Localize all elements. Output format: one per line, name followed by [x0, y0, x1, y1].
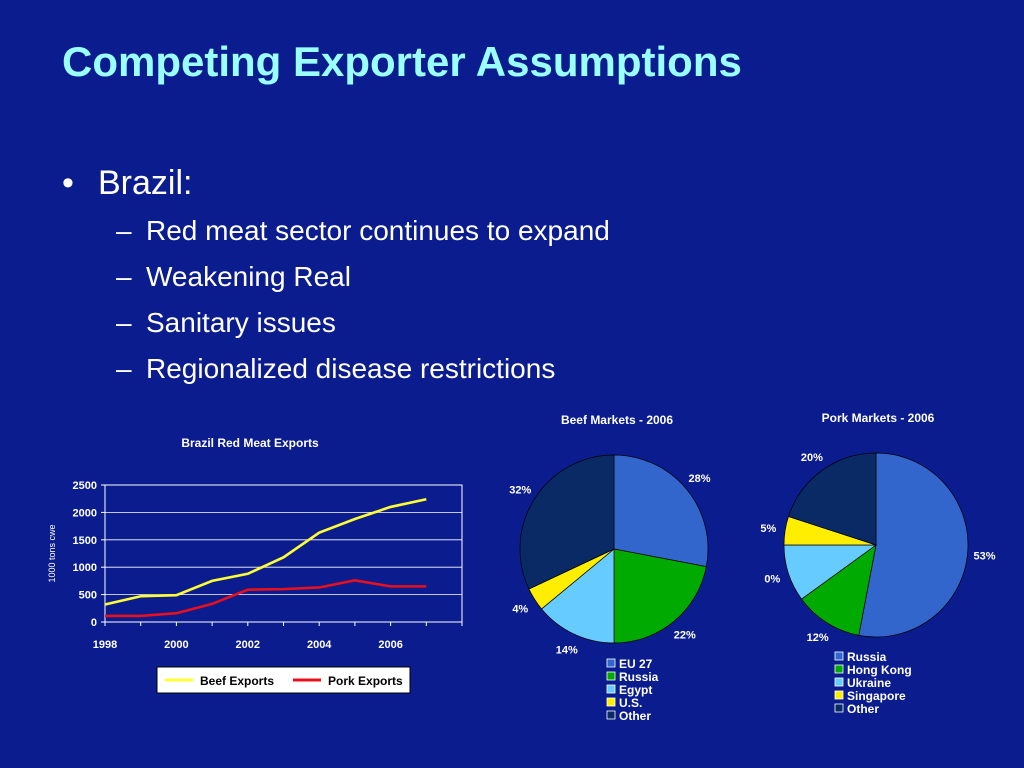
bullet-dot: • [62, 163, 74, 202]
series-line [104, 497, 427, 606]
pie-slice [801, 544, 877, 636]
legend-label: EU 27 [619, 657, 653, 671]
slice-label: 0% [764, 574, 780, 586]
slice-label: 20% [801, 452, 823, 464]
legend-swatch [606, 658, 616, 668]
slice-label: 5% [760, 523, 776, 535]
slice-label: 53% [974, 550, 996, 562]
legend-label: Ukraine [847, 676, 891, 690]
pie-slice [613, 454, 709, 568]
y-tick-label: 2000 [73, 507, 97, 519]
legend-label: Russia [847, 650, 887, 664]
legend-swatch [606, 671, 616, 681]
legend-label: U.S. [619, 696, 642, 710]
sub-bullet: – Sanitary issues [116, 307, 336, 338]
series-line [105, 579, 427, 618]
x-tick-label: 1998 [93, 639, 117, 651]
sub-bullet: – Red meat sector continues to expand [116, 215, 610, 246]
sub-bullet-text: Sanitary issues [146, 307, 336, 338]
bullet-list: • Brazil: – Red meat sector continues to … [62, 158, 610, 392]
sub-bullet-text: Red meat sector continues to expand [146, 215, 610, 246]
legend-label: Russia [619, 670, 659, 684]
legend-label: Other [619, 709, 651, 723]
y-axis-label: 1000 tons cwe [47, 524, 57, 582]
pie-slice [858, 452, 969, 638]
legend-label: Egypt [619, 683, 652, 697]
slice-label: 28% [689, 473, 711, 485]
y-tick-label: 500 [79, 590, 97, 602]
pie-chart-title: Beef Markets - 2006 [561, 413, 673, 427]
slice-label: 32% [509, 485, 531, 497]
legend-swatch [606, 697, 616, 707]
pie-chart-title: Pork Markets - 2006 [822, 411, 935, 425]
sub-bullet-text: Weakening Real [146, 261, 351, 292]
legend-swatch [834, 677, 844, 687]
line-legend [156, 666, 411, 694]
x-tick-label: 2006 [378, 639, 402, 651]
bullet-main: • Brazil: [62, 158, 610, 208]
plot-area [104, 484, 463, 623]
pie-slice [613, 548, 707, 644]
y-tick-label: 2500 [73, 480, 97, 492]
sub-bullet: – Weakening Real [116, 261, 351, 292]
y-tick-label: 1500 [73, 535, 97, 547]
legend-label: Beef Exports [200, 674, 274, 688]
legend-label: Singapore [847, 689, 906, 703]
slice-label: 14% [556, 644, 578, 656]
legend-label: Other [847, 702, 879, 716]
y-tick-label: 1000 [73, 562, 97, 574]
sub-bullet-text: Regionalized disease restrictions [146, 353, 556, 384]
x-tick-label: 2000 [164, 639, 188, 651]
legend-swatch [834, 664, 844, 674]
sub-bullet-list: – Red meat sector continues to expand – We… [116, 208, 610, 392]
legend-label: Pork Exports [328, 674, 403, 688]
y-tick-label: 0 [91, 617, 97, 629]
legend-swatch [834, 703, 844, 713]
pie-slice [788, 452, 877, 546]
sub-bullet: – Regionalized disease restrictions [116, 353, 556, 384]
slice-label: 22% [674, 630, 696, 642]
legend-swatch [606, 710, 616, 720]
legend-swatch [606, 684, 616, 694]
x-tick-label: 2002 [236, 639, 260, 651]
x-tick-label: 2004 [307, 639, 332, 651]
slice-label: 4% [512, 603, 528, 615]
bullet-main-text: Brazil: [98, 163, 193, 202]
pie-slice [541, 548, 615, 644]
slide-title: Competing Exporter Assumptions [62, 38, 742, 85]
line-chart-title: Brazil Red Meat Exports [181, 436, 319, 450]
legend-label: Hong Kong [847, 663, 912, 677]
slice-label: 12% [807, 632, 829, 644]
legend-swatch [834, 651, 844, 661]
pie-slice [519, 454, 615, 590]
legend-swatch [834, 690, 844, 700]
